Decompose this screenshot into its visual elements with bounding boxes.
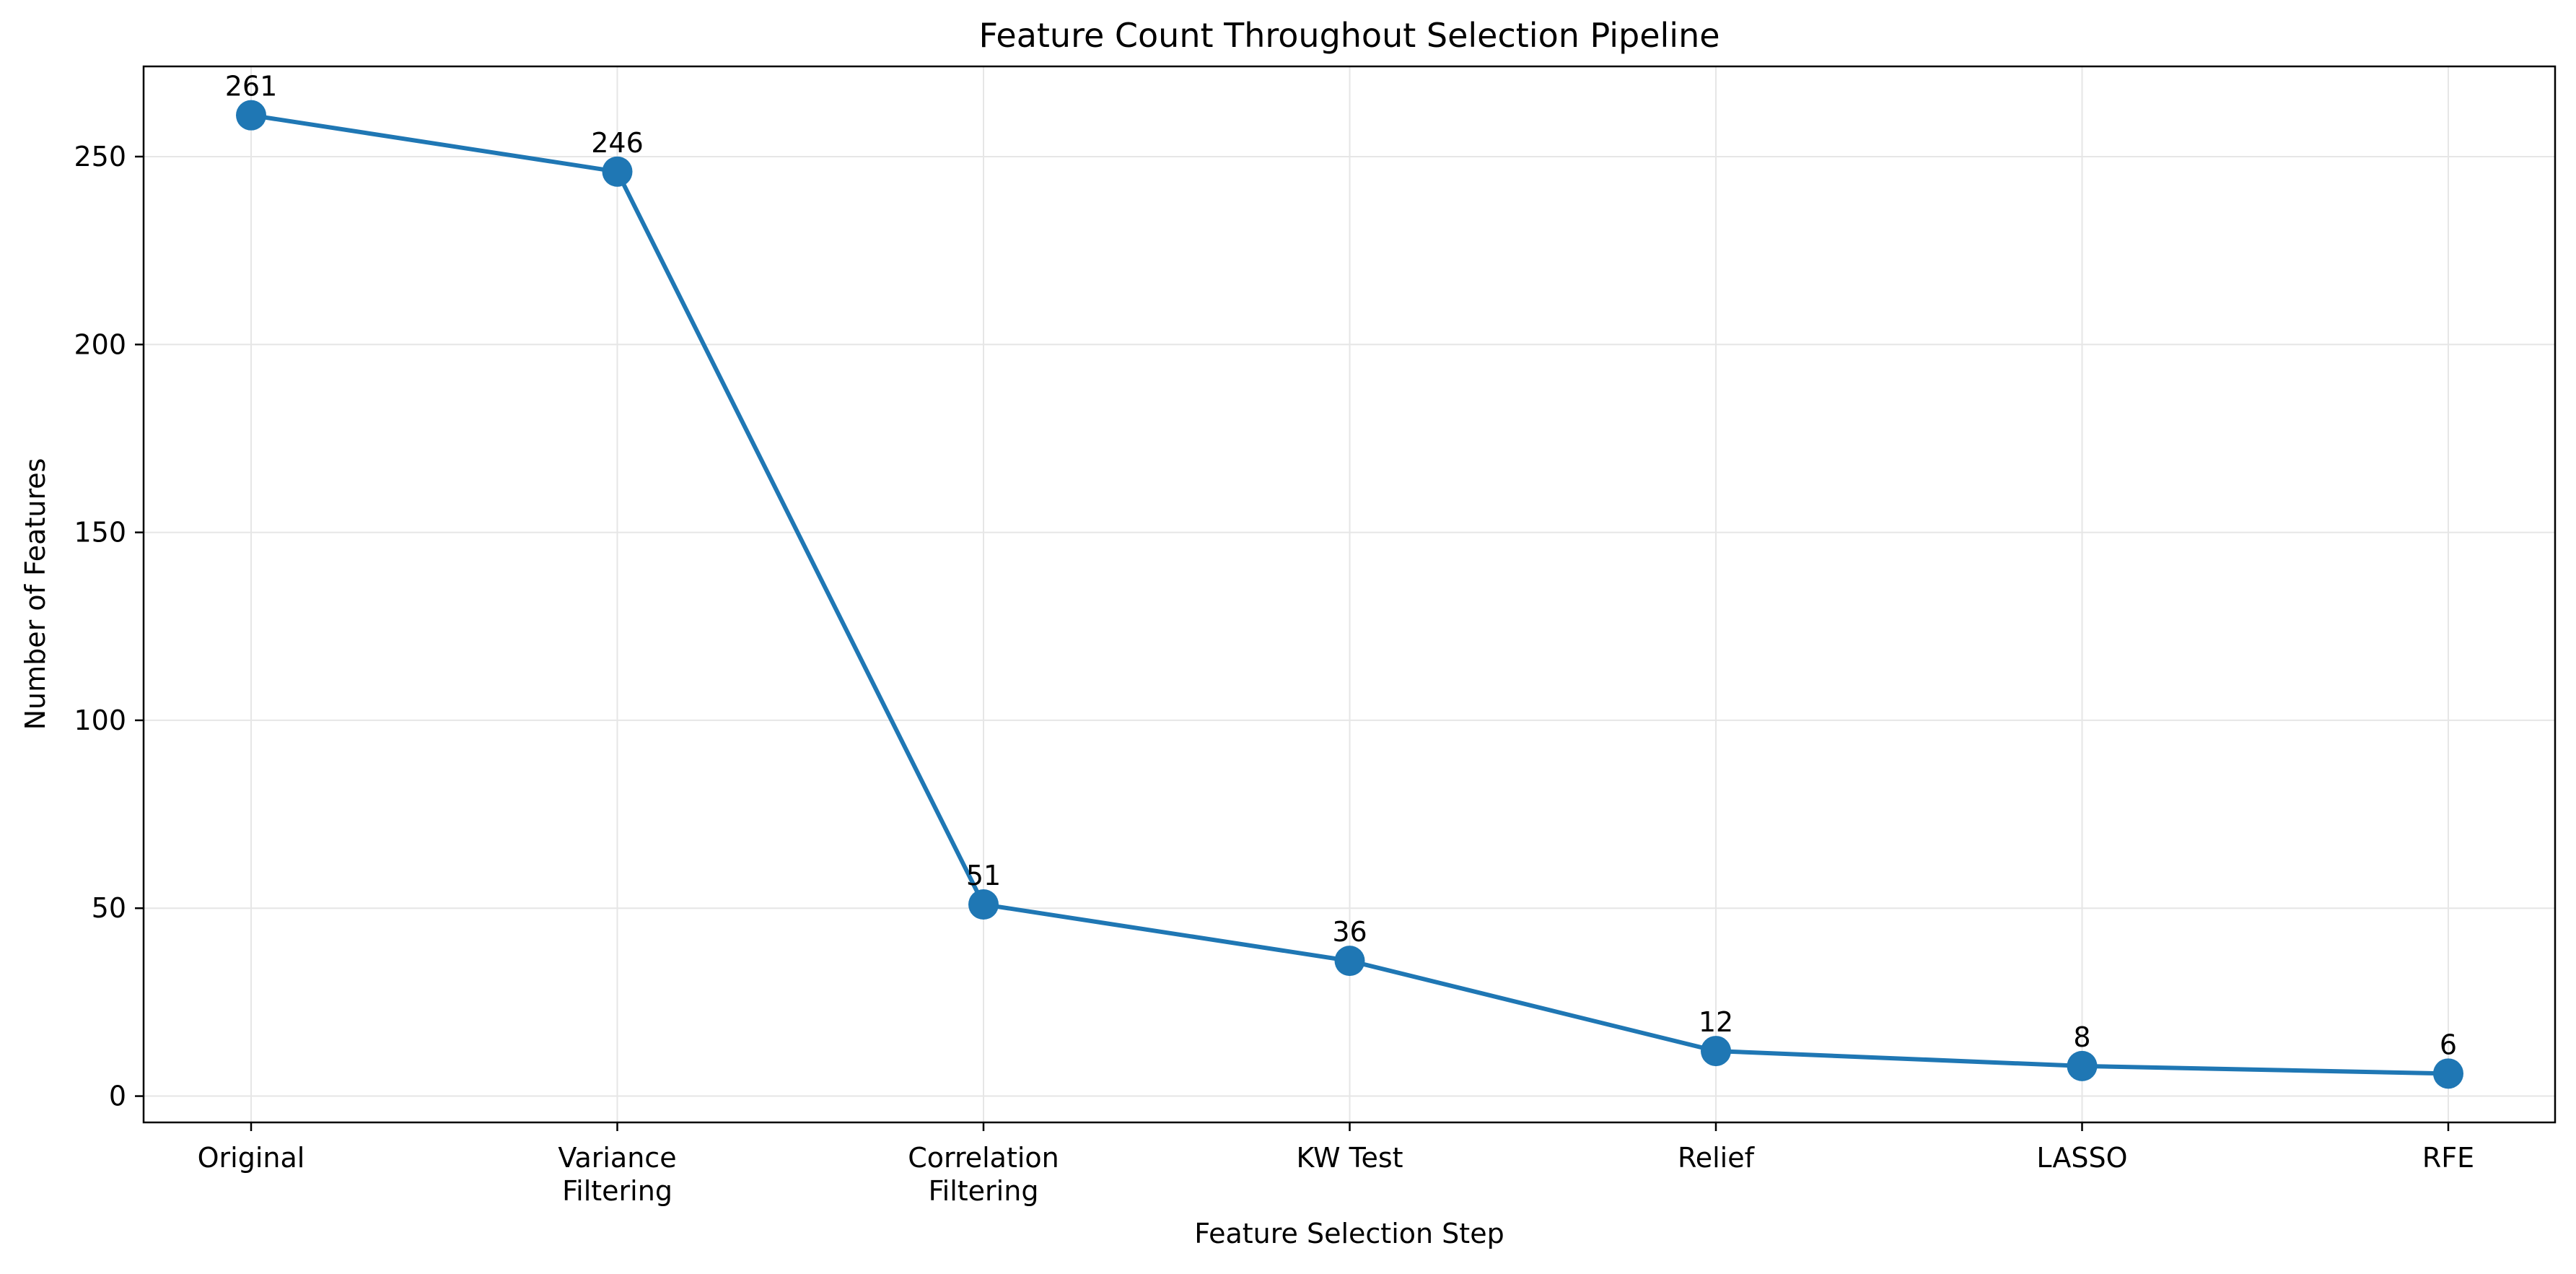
data-point [2067,1050,2098,1081]
x-tick-label: Relief [1678,1142,1756,1174]
y-tick-label: 150 [74,517,126,549]
y-tick-label: 100 [74,704,126,736]
data-label: 12 [1699,1006,1733,1038]
data-point [1701,1036,1731,1067]
data-label: 51 [966,860,1001,891]
x-tick-label: Variance Filtering [558,1142,676,1207]
data-label: 8 [2073,1021,2090,1053]
data-point [1334,946,1365,977]
data-point [236,100,266,131]
x-tick-label-line: Filtering [562,1175,673,1207]
x-tick-label-line: RFE [2422,1142,2474,1174]
y-axis-ticks: 0 50 100 150 200 250 [74,141,144,1112]
y-tick-label: 0 [109,1081,126,1112]
data-label: 246 [591,127,644,159]
y-tick-label: 250 [74,141,126,173]
data-label-group: 261 246 51 36 12 8 6 [225,71,2457,1061]
x-tick-label-line: KW Test [1296,1142,1403,1174]
y-axis-title: Number of Features [19,458,51,730]
x-tick-label: RFE [2422,1142,2474,1174]
x-tick-label-line: Variance [558,1142,676,1174]
x-tick-label: LASSO [2036,1142,2127,1174]
x-axis-title: Feature Selection Step [1194,1218,1504,1249]
x-tick-label-line: Original [198,1142,305,1174]
data-label: 261 [225,71,278,102]
y-tick-label: 200 [74,328,126,360]
x-tick-label: Original [198,1142,305,1174]
data-label: 36 [1332,916,1367,948]
x-tick-label-line: LASSO [2036,1142,2127,1174]
data-point [602,156,633,187]
x-tick-label-line: Filtering [929,1175,1039,1207]
x-tick-label: Correlation Filtering [908,1142,1059,1207]
y-tick-label: 50 [92,892,126,924]
chart-title: Feature Count Throughout Selection Pipel… [978,16,1719,55]
grid-lines [144,66,2555,1122]
data-label: 6 [2440,1029,2457,1060]
data-point-group [236,100,2463,1089]
x-tick-label-line: Correlation [908,1142,1059,1174]
data-point [2433,1058,2463,1089]
data-point [968,889,999,920]
x-tick-label: KW Test [1296,1142,1403,1174]
x-tick-label-line: Relief [1678,1142,1756,1174]
